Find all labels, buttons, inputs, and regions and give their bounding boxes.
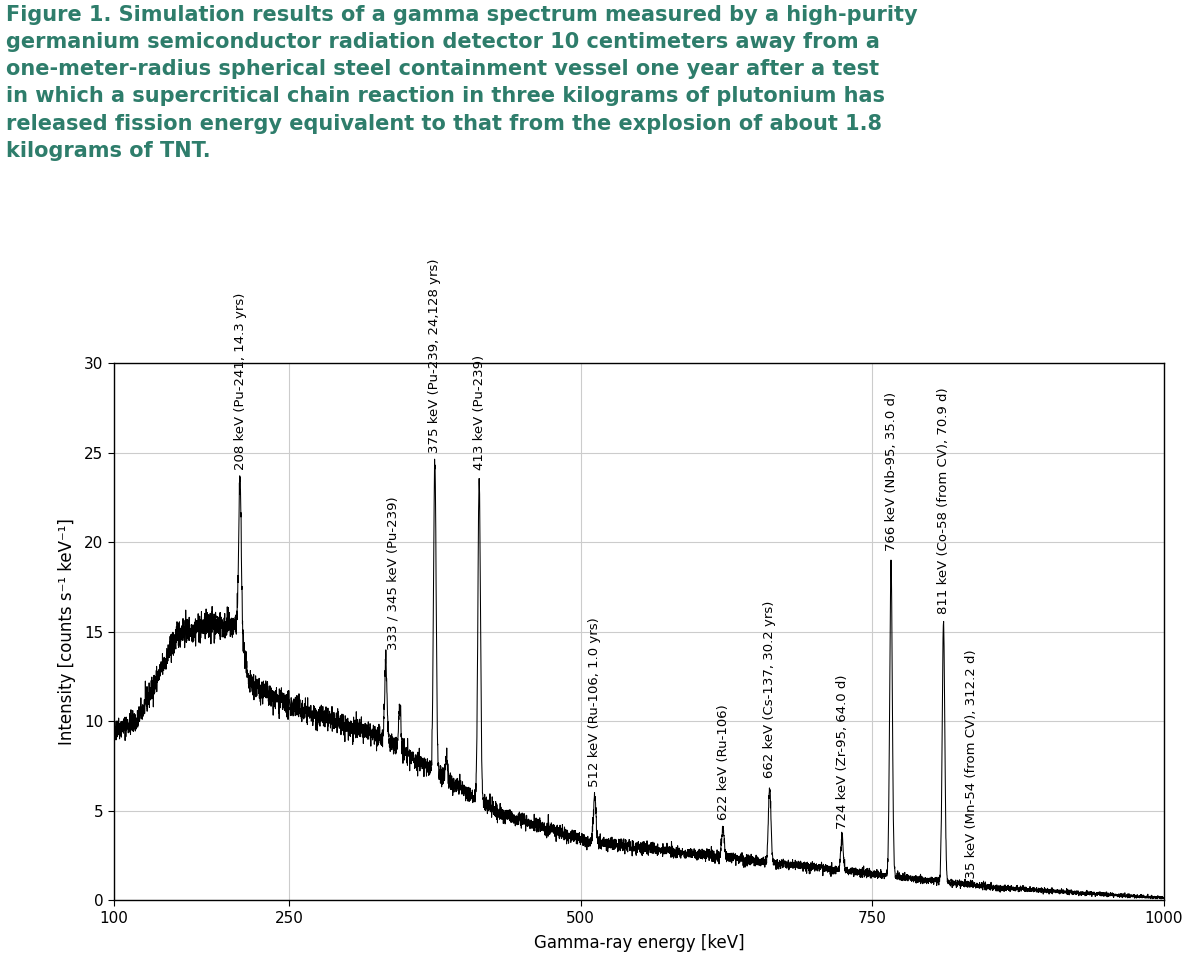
Text: 208 keV (Pu-241, 14.3 yrs): 208 keV (Pu-241, 14.3 yrs) — [234, 293, 246, 470]
Text: 835 keV (Mn-54 (from CV), 312.2 d): 835 keV (Mn-54 (from CV), 312.2 d) — [965, 650, 978, 887]
Text: Figure 1. Simulation results of a gamma spectrum measured by a high-purity
germa: Figure 1. Simulation results of a gamma … — [6, 5, 918, 161]
Text: 375 keV (Pu-239, 24,128 yrs): 375 keV (Pu-239, 24,128 yrs) — [428, 258, 442, 452]
Text: 766 keV (Nb-95, 35.0 d): 766 keV (Nb-95, 35.0 d) — [884, 392, 898, 551]
Text: 662 keV (Cs-137, 30.2 yrs): 662 keV (Cs-137, 30.2 yrs) — [763, 601, 776, 778]
Text: 512 keV (Ru-106, 1.0 yrs): 512 keV (Ru-106, 1.0 yrs) — [588, 618, 601, 787]
Text: 333 / 345 keV (Pu-239): 333 / 345 keV (Pu-239) — [386, 496, 400, 650]
Text: 811 keV (Co-58 (from CV), 70.9 d): 811 keV (Co-58 (from CV), 70.9 d) — [937, 387, 950, 614]
Text: 413 keV (Pu-239): 413 keV (Pu-239) — [473, 355, 486, 470]
X-axis label: Gamma-ray energy [keV]: Gamma-ray energy [keV] — [534, 934, 744, 952]
Y-axis label: Intensity [counts s⁻¹ keV⁻¹]: Intensity [counts s⁻¹ keV⁻¹] — [58, 518, 76, 745]
Text: 724 keV (Zr-95, 64.0 d): 724 keV (Zr-95, 64.0 d) — [835, 674, 848, 829]
Text: 622 keV (Ru-106): 622 keV (Ru-106) — [716, 704, 730, 820]
